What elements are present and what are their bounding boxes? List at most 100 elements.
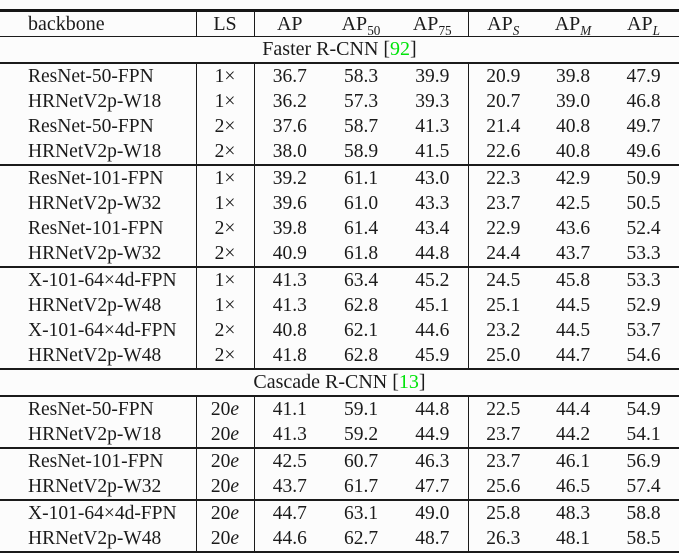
cell-backbone: ResNet-50-FPN bbox=[0, 396, 197, 422]
col-header-label: backbone bbox=[28, 12, 105, 35]
cell-ap-m: 44.5 bbox=[555, 319, 591, 341]
cell-ap50: 62.8 bbox=[325, 343, 397, 370]
cell-ap: 36.7 bbox=[272, 65, 307, 87]
table-row: ResNet-101-FPN 2× 39.8 61.4 43.4 22.9 43.6 52.4 bbox=[0, 216, 679, 241]
cell-ap-m: 43.6 bbox=[555, 217, 591, 239]
table-row: X-101-64×4d-FPN 1× 41.3 63.4 45.2 24.5 45.8 53.… bbox=[0, 267, 679, 293]
cell-ap75: 45.1 bbox=[397, 293, 469, 318]
table-row: HRNetV2p-W18 2× 38.0 58.9 41.5 22.6 40.8 49.6 bbox=[0, 139, 679, 166]
cell-ap50: 58.7 bbox=[343, 115, 379, 137]
cell-ap-l: 53.3 bbox=[608, 241, 679, 268]
cell-backbone: HRNetV2p-W48 bbox=[0, 343, 197, 370]
col-header-subscript: M bbox=[580, 22, 592, 38]
cell-ap75: 48.7 bbox=[397, 526, 469, 553]
cell-backbone: X-101-64×4d-FPN bbox=[0, 500, 197, 526]
cell-ap-m: 48.1 bbox=[538, 526, 608, 553]
cell-ls: 1× bbox=[196, 89, 255, 114]
cell-ap-l: 54.1 bbox=[608, 422, 679, 449]
table-row: X-101-64×4d-FPN 2× 40.8 62.1 44.6 23.2 44.5 53.… bbox=[0, 318, 679, 343]
col-header-label: AP bbox=[276, 12, 303, 35]
cell-ap: 36.2 bbox=[272, 90, 307, 112]
cell-backbone: HRNetV2p-W18 bbox=[0, 422, 197, 449]
cell-ls: 1× bbox=[196, 63, 255, 89]
section-header-row: Faster R-CNN [92] bbox=[0, 36, 679, 64]
cell-ap: 39.2 bbox=[272, 167, 307, 189]
table-row: HRNetV2p-W18 20e 41.3 59.2 44.9 23.7 44.2 54.1 bbox=[0, 422, 679, 449]
cell-ap: 38.0 bbox=[254, 139, 325, 166]
cell-backbone: HRNetV2p-W32 bbox=[0, 474, 197, 501]
cell-ap-m: 46.5 bbox=[538, 474, 608, 501]
cell-ap-l: 49.7 bbox=[626, 115, 661, 137]
cell-ap50: 61.1 bbox=[343, 167, 379, 189]
cell-ap: 41.1 bbox=[272, 398, 307, 420]
cell-ap50: 61.7 bbox=[325, 474, 397, 501]
cell-ap-s: 20.7 bbox=[486, 90, 521, 112]
cell-ap75: 43.3 bbox=[397, 191, 469, 216]
cell-ap75: 41.5 bbox=[397, 139, 469, 166]
table-row: ResNet-50-FPN 2× 37.6 58.7 41.3 21.4 40.8 49.7 bbox=[0, 114, 679, 139]
cell-ap50: 63.4 bbox=[343, 269, 379, 291]
cell-ap75: 43.0 bbox=[397, 165, 469, 191]
cell-ap-s: 25.1 bbox=[486, 294, 521, 316]
cell-backbone: ResNet-101-FPN bbox=[0, 165, 197, 191]
cell-ap50: 59.1 bbox=[343, 398, 379, 420]
cell-backbone: HRNetV2p-W18 bbox=[0, 89, 197, 114]
cell-ap-s: 25.8 bbox=[486, 502, 521, 524]
detection-results-table: backbone LS AP AP50 AP75 APS APM APL Fas… bbox=[0, 9, 679, 553]
cell-ap50: 58.9 bbox=[325, 139, 397, 166]
cell-ap-l: 52.9 bbox=[626, 294, 661, 316]
cell-ap-l: 49.6 bbox=[608, 139, 679, 166]
cell-ap-m: 46.1 bbox=[555, 450, 591, 472]
cell-ap-s: 25.0 bbox=[468, 343, 538, 370]
cell-ap-m: 44.7 bbox=[538, 343, 608, 370]
cell-backbone: X-101-64×4d-FPN bbox=[0, 318, 197, 343]
cell-ap50: 58.3 bbox=[343, 65, 379, 87]
cell-ap-s: 24.5 bbox=[486, 269, 521, 291]
cell-ap-s: 22.6 bbox=[468, 139, 538, 166]
cell-ap50: 61.8 bbox=[325, 241, 397, 268]
cell-ap-m: 39.0 bbox=[555, 90, 591, 112]
table-header: backbone LS AP AP50 AP75 APS APM APL bbox=[0, 10, 679, 38]
cell-backbone: ResNet-101-FPN bbox=[0, 216, 197, 241]
section-header-row: Cascade R-CNN [13] bbox=[0, 369, 679, 397]
cell-ap-m: 42.9 bbox=[555, 167, 591, 189]
cell-ap-s: 26.3 bbox=[468, 526, 538, 553]
col-header-subscript: S bbox=[512, 22, 520, 38]
col-header-label: LS bbox=[213, 12, 237, 35]
cell-ap75: 47.7 bbox=[397, 474, 469, 501]
cell-ap75: 43.4 bbox=[397, 216, 469, 241]
cell-ap-s: 21.4 bbox=[486, 115, 521, 137]
cell-ap-m: 40.8 bbox=[555, 115, 591, 137]
cell-ap: 43.7 bbox=[254, 474, 325, 501]
cell-backbone: HRNetV2p-W32 bbox=[0, 241, 197, 268]
cell-ap-m: 43.7 bbox=[538, 241, 608, 268]
cell-ap50: 62.8 bbox=[343, 294, 379, 316]
citation-link[interactable]: 92 bbox=[390, 38, 411, 60]
cell-backbone: ResNet-50-FPN bbox=[0, 63, 197, 89]
cell-ap-l: 54.6 bbox=[608, 343, 679, 370]
cell-ap: 39.6 bbox=[272, 192, 307, 214]
cell-ap: 41.3 bbox=[272, 294, 307, 316]
cell-ap: 41.8 bbox=[254, 343, 325, 370]
cell-ap-m: 42.5 bbox=[555, 192, 591, 214]
cell-ap50: 59.2 bbox=[325, 422, 397, 449]
table-row: HRNetV2p-W32 2× 40.9 61.8 44.8 24.4 43.7 53.3 bbox=[0, 241, 679, 268]
cell-ap-m: 44.2 bbox=[538, 422, 608, 449]
table-body: Faster R-CNN [92] ResNet-50-FPN 1× 36.7 58.3… bbox=[0, 36, 679, 553]
cell-ls: 2× bbox=[196, 343, 255, 370]
cell-backbone: X-101-64×4d-FPN bbox=[0, 267, 197, 293]
citation-link[interactable]: 13 bbox=[398, 371, 419, 393]
cell-ap: 44.7 bbox=[272, 502, 307, 524]
table-row: ResNet-50-FPN 1× 36.7 58.3 39.9 20.9 39.8 47.9 bbox=[0, 63, 679, 89]
col-header-ls: LS bbox=[196, 10, 255, 37]
cell-ap-l: 53.3 bbox=[626, 269, 661, 291]
cell-ap-s: 23.7 bbox=[486, 450, 521, 472]
section-title-text: ] bbox=[410, 38, 417, 60]
cell-ap-s: 20.9 bbox=[486, 65, 521, 87]
col-header-ap-medium: APM bbox=[538, 10, 608, 38]
col-header-subscript: L bbox=[652, 22, 660, 38]
cell-ap75: 46.3 bbox=[397, 448, 469, 474]
cell-ls: 2× bbox=[196, 139, 255, 166]
cell-ap50: 62.7 bbox=[325, 526, 397, 553]
cell-ls: 20e bbox=[196, 526, 255, 553]
